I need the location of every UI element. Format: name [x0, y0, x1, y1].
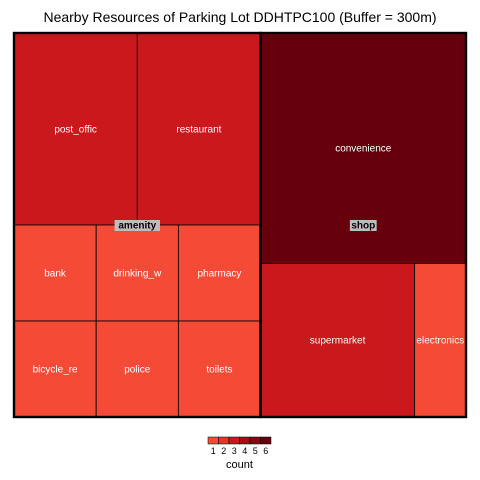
tile-label-supermarket: supermarket — [310, 336, 366, 347]
tile-label-police: police — [124, 365, 151, 376]
legend-swatch-2 — [218, 436, 230, 445]
legend-swatch-1 — [207, 436, 219, 445]
group-label-bg-amenity — [114, 220, 160, 231]
tile-label-toilets: toilets — [206, 365, 232, 376]
legend-tick-5: 5 — [253, 446, 258, 456]
tile-label-bicycle_re: bicycle_re — [33, 365, 78, 376]
legend-swatch-3 — [228, 436, 240, 445]
chart-title: Nearby Resources of Parking Lot DDHTPC10… — [43, 9, 437, 25]
tile-drinking_w — [95, 224, 179, 322]
legend-tick-1: 1 — [211, 446, 216, 456]
tile-label-convenience: convenience — [335, 144, 392, 155]
legend: 1 2 3 4 5 6 count — [207, 436, 272, 471]
legend-tick-2: 2 — [221, 446, 226, 456]
group-borders — [12, 31, 468, 419]
legend-tick-6: 6 — [263, 446, 268, 456]
group-label-shop: shop — [351, 221, 375, 232]
tile-label-pharmacy: pharmacy — [198, 269, 242, 280]
tile-toilets — [177, 320, 261, 418]
tile-label-electronics: electronics — [416, 336, 464, 347]
legend-swatch-6 — [260, 436, 272, 445]
tile-label-drinking_w: drinking_w — [113, 269, 162, 280]
tile-bicycle_re — [13, 320, 97, 418]
legend-tick-4: 4 — [242, 446, 247, 456]
tile-electronics — [414, 262, 467, 418]
group-label-amenity: amenity — [118, 221, 156, 232]
tile-label-post_offic: post_offic — [54, 125, 97, 136]
group-label-bg-shop — [349, 220, 377, 231]
tile-pharmacy — [177, 224, 261, 322]
legend-tick-3: 3 — [232, 446, 237, 456]
tile-label-bank: bank — [44, 269, 67, 280]
legend-swatch-4 — [239, 436, 251, 445]
tile-restaurant — [136, 32, 261, 226]
legend-swatch-5 — [249, 436, 261, 445]
group-border-shop — [259, 31, 468, 419]
tile-police — [95, 320, 179, 418]
treemap-tiles: post_offic restaurant bank drinking_w pharma… — [13, 32, 467, 418]
tile-label-restaurant: restaurant — [176, 125, 221, 136]
group-labels: amenity shop — [114, 220, 377, 232]
legend-title: count — [226, 459, 253, 471]
